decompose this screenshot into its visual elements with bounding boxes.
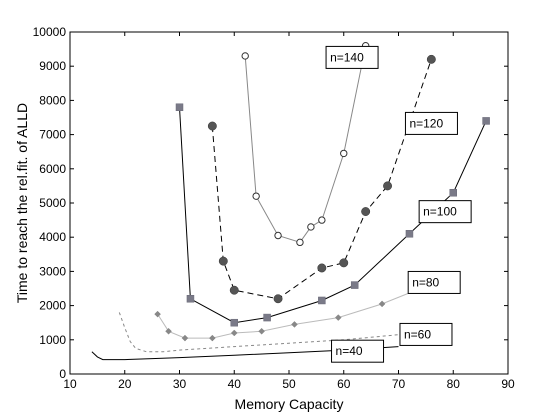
data-point-n140 [307, 223, 315, 231]
x-tick-label: 10 [63, 377, 77, 391]
series-line-n60 [118, 312, 421, 353]
series-line-n40 [91, 346, 399, 361]
annotation-box [399, 322, 453, 346]
y-tick-label: 9000 [39, 59, 66, 73]
y-tick-label: 1000 [39, 333, 66, 347]
annotation-label: n=60 [404, 327, 431, 341]
data-point-n100 [449, 188, 457, 197]
annotation-box [407, 270, 461, 294]
data-point-n100 [350, 281, 359, 289]
x-tick-label: 40 [228, 377, 242, 391]
annotation-label: n=120 [409, 116, 443, 130]
annotation-label: n=80 [412, 275, 439, 289]
data-point-n140 [296, 238, 304, 247]
data-point-n140 [340, 149, 348, 158]
data-point-n120 [361, 207, 371, 217]
data-point-n100 [230, 318, 238, 327]
annotation-label: n=100 [423, 205, 457, 219]
y-tick-label: 6000 [39, 162, 66, 176]
x-tick-label: 30 [173, 377, 187, 391]
data-point-n120 [273, 294, 283, 304]
data-point-n140 [274, 231, 282, 240]
series-line-n120 [211, 59, 432, 300]
y-tick-label: 2000 [39, 299, 66, 313]
axis-ticks: 10 20 30 40 50 60 70 80 90 0 1000 2000 3000 4000 5000 6… [33, 25, 515, 391]
y-axis-title: Time to reach the rel.fit. of ALLD [14, 103, 30, 303]
data-point-n100 [175, 103, 184, 111]
data-point-n140 [241, 52, 249, 60]
data-point-n140 [252, 192, 260, 200]
data-point-n100 [186, 295, 195, 303]
series-line-n80 [157, 288, 421, 339]
data-point-n80 [334, 314, 342, 321]
data-point-n80 [230, 329, 238, 337]
annotation-label: n=40 [336, 344, 363, 358]
annotation-box [404, 111, 458, 135]
data-point-n80 [209, 334, 216, 342]
data-point-n100 [405, 230, 414, 238]
data-point-n100 [318, 296, 326, 305]
data-point-n120 [229, 285, 239, 295]
y-tick-label: 10000 [33, 25, 67, 39]
y-tick-label: 7000 [39, 128, 66, 142]
y-tick-label: 5000 [39, 196, 66, 210]
data-point-n80 [378, 300, 386, 308]
x-tick-label: 80 [447, 377, 461, 391]
data-point-n140 [318, 216, 326, 224]
data-point-n80 [291, 321, 298, 328]
series-group [91, 41, 490, 361]
x-tick-label: 20 [118, 377, 132, 391]
y-tick-label: 0 [59, 367, 66, 381]
y-tick-label: 8000 [39, 93, 66, 107]
data-point-n120 [426, 54, 436, 64]
data-point-n120 [383, 181, 392, 191]
x-axis-title: Memory Capacity [235, 396, 344, 412]
data-point-n120 [207, 121, 217, 131]
x-tick-label: 90 [501, 377, 515, 391]
data-point-n80 [165, 327, 172, 335]
data-point-n80 [154, 310, 161, 318]
y-tick-label: 3000 [39, 264, 66, 278]
annotation-box [325, 45, 379, 69]
data-point-n80 [258, 327, 265, 335]
annotation-box [331, 339, 385, 363]
y-tick-label: 4000 [39, 230, 66, 244]
annotation-label: n=140 [330, 50, 364, 64]
data-point-n80 [181, 334, 189, 342]
x-tick-label: 60 [337, 377, 351, 391]
annotation-group: n=140 n=120 n=100 n=80 n=60 n=40 [325, 45, 472, 363]
data-point-n120 [218, 256, 228, 266]
series-line-n140 [244, 45, 367, 243]
x-tick-label: 70 [392, 377, 406, 391]
annotation-box [418, 200, 472, 224]
data-point-n100 [482, 117, 490, 125]
data-point-n120 [317, 263, 327, 273]
data-point-n120 [339, 258, 349, 268]
data-point-n100 [263, 313, 271, 322]
x-tick-label: 50 [282, 377, 296, 391]
